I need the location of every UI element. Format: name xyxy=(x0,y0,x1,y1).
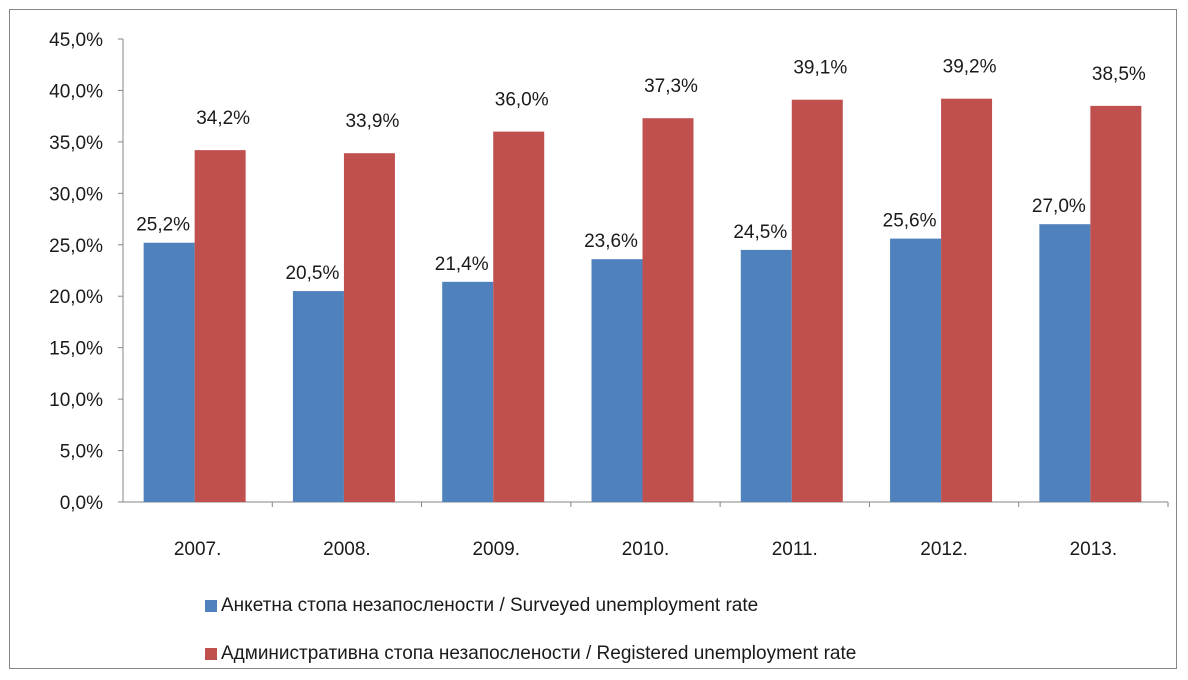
bar-surveyed xyxy=(591,259,643,502)
x-tick-label: 2013. xyxy=(1070,539,1118,560)
data-label-surveyed: 23,6% xyxy=(584,231,638,252)
data-label-surveyed: 24,5% xyxy=(733,222,787,243)
data-label-surveyed: 25,2% xyxy=(136,215,190,236)
data-label-surveyed: 21,4% xyxy=(435,254,489,275)
data-label-registered: 38,5% xyxy=(1092,64,1146,85)
y-tick-label: 45,0% xyxy=(49,30,103,51)
legend-item-registered: Административна стопа незапослености / R… xyxy=(205,643,856,665)
x-tick-label: 2009. xyxy=(472,539,520,560)
x-tick-label: 2011. xyxy=(772,539,818,560)
legend-label-registered: Административна стопа незапослености / R… xyxy=(221,643,857,664)
labels: 2007. 25,2% 34,2% 2008. 20,5% 33,9% 2009. 21,4%… xyxy=(136,57,1146,560)
y-tick-label: 20,0% xyxy=(49,287,103,308)
data-label-registered: 34,2% xyxy=(196,108,250,129)
bar-surveyed xyxy=(890,238,942,503)
axes: 0,0% 5,0% 10,0% 15,0% 20,0% 25,0% 30,0% 35,0% 40… xyxy=(49,30,1169,514)
bar-surveyed xyxy=(442,281,494,502)
data-label-registered: 39,2% xyxy=(943,57,997,78)
x-tick-label: 2010. xyxy=(622,539,670,560)
data-label-registered: 37,3% xyxy=(644,76,698,97)
x-tick-label: 2008. xyxy=(323,539,371,560)
y-tick-label: 10,0% xyxy=(49,390,103,411)
bars xyxy=(143,98,1142,503)
legend-item-surveyed: Анкетна стопа незапослености / Surveyed … xyxy=(205,595,758,617)
bar-registered xyxy=(941,98,993,503)
y-tick-label: 40,0% xyxy=(49,81,103,102)
bar-registered xyxy=(642,118,694,503)
y-tick-label: 30,0% xyxy=(49,184,103,205)
bar-registered xyxy=(791,99,843,503)
bar-registered xyxy=(493,131,545,502)
x-tick-label: 2012. xyxy=(920,539,968,560)
bar-registered xyxy=(1090,105,1142,502)
bar-surveyed xyxy=(292,291,344,502)
y-tick-label: 5,0% xyxy=(60,442,103,463)
bar-surveyed xyxy=(1039,224,1091,502)
bar-surveyed xyxy=(740,249,792,502)
data-label-registered: 33,9% xyxy=(345,111,399,132)
x-tick-label: 2007. xyxy=(174,539,222,560)
y-tick-label: 25,0% xyxy=(49,236,103,257)
bar-registered xyxy=(194,150,246,502)
data-label-registered: 39,1% xyxy=(793,58,847,79)
y-tick-label: 35,0% xyxy=(49,133,103,154)
data-label-registered: 36,0% xyxy=(495,90,549,111)
bar-registered xyxy=(343,153,395,502)
bar-surveyed xyxy=(143,242,195,502)
data-label-surveyed: 20,5% xyxy=(285,263,339,284)
y-tick-label: 0,0% xyxy=(60,493,103,514)
legend-label-surveyed: Анкетна стопа незапослености / Surveyed … xyxy=(221,595,759,616)
data-label-surveyed: 25,6% xyxy=(883,211,937,232)
data-label-surveyed: 27,0% xyxy=(1032,196,1086,217)
y-tick-label: 15,0% xyxy=(49,339,103,360)
legend-swatch-registered xyxy=(205,648,217,660)
legend-swatch-surveyed xyxy=(205,600,217,612)
